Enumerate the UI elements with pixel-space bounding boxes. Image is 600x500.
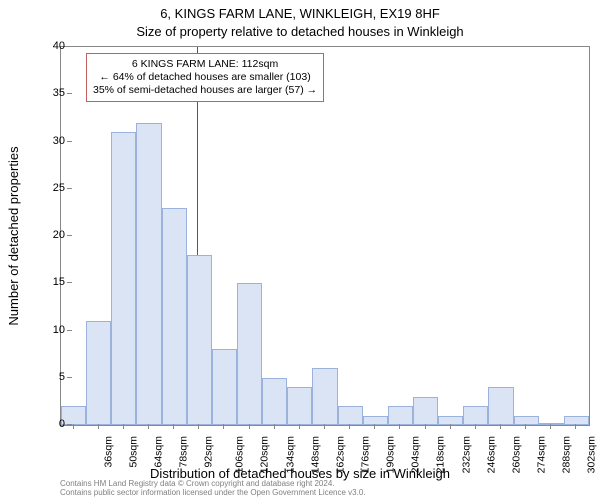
y-tick-label: 40 (35, 40, 65, 52)
plot-area: 6 KINGS FARM LANE: 112sqm ← 64% of detac… (60, 46, 590, 426)
histogram-bar (187, 255, 212, 425)
x-tick-mark (349, 424, 350, 429)
x-tick-mark (274, 424, 275, 429)
chart-title-line2: Size of property relative to detached ho… (0, 24, 600, 39)
x-tick-label: 92sqm (203, 436, 215, 468)
annotation-line1: 6 KINGS FARM LANE: 112sqm (93, 58, 317, 71)
x-tick-label: 246sqm (485, 436, 497, 473)
histogram-bar (262, 378, 287, 425)
annotation-line3: 35% of semi-detached houses are larger (… (93, 84, 317, 97)
x-tick-label: 50sqm (127, 436, 139, 468)
y-tick-label: 15 (35, 276, 65, 288)
x-tick-mark (98, 424, 99, 429)
x-tick-mark (500, 424, 501, 429)
histogram-bar (488, 387, 513, 425)
histogram-bar (212, 349, 237, 425)
x-tick-label: 120sqm (259, 436, 271, 473)
x-tick-label: 302sqm (586, 436, 598, 473)
histogram-bar (237, 283, 262, 425)
annotation-line2: ← 64% of detached houses are smaller (10… (93, 71, 317, 84)
histogram-bar (86, 321, 111, 425)
y-tick-label: 30 (35, 135, 65, 147)
y-axis-label: Number of detached properties (6, 146, 21, 325)
x-tick-label: 204sqm (410, 436, 422, 473)
y-tick-label: 20 (35, 229, 65, 241)
x-tick-label: 134sqm (284, 436, 296, 473)
x-tick-mark (475, 424, 476, 429)
y-tick-label: 5 (35, 371, 65, 383)
histogram-bar (162, 208, 187, 425)
histogram-bar (338, 406, 363, 425)
x-tick-mark (223, 424, 224, 429)
histogram-bar (388, 406, 413, 425)
x-tick-mark (123, 424, 124, 429)
x-tick-mark (425, 424, 426, 429)
histogram-bar (136, 123, 161, 425)
footer-attribution: Contains HM Land Registry data © Crown c… (60, 480, 590, 498)
x-tick-label: 36sqm (102, 436, 114, 468)
x-tick-label: 106sqm (234, 436, 246, 473)
footer-line2: Contains public sector information licen… (60, 489, 590, 498)
x-tick-mark (399, 424, 400, 429)
x-tick-mark (575, 424, 576, 429)
x-tick-label: 64sqm (152, 436, 164, 468)
x-tick-label: 232sqm (460, 436, 472, 473)
x-tick-label: 176sqm (359, 436, 371, 473)
x-tick-label: 218sqm (435, 436, 447, 473)
x-tick-label: 288sqm (561, 436, 573, 473)
x-tick-mark (173, 424, 174, 429)
chart-title-line1: 6, KINGS FARM LANE, WINKLEIGH, EX19 8HF (0, 6, 600, 21)
histogram-bar (463, 406, 488, 425)
x-tick-mark (73, 424, 74, 429)
y-tick-label: 10 (35, 324, 65, 336)
x-tick-mark (525, 424, 526, 429)
x-tick-label: 274sqm (535, 436, 547, 473)
histogram-bar (312, 368, 337, 425)
y-tick-label: 25 (35, 182, 65, 194)
histogram-bar (111, 132, 136, 425)
histogram-bar (438, 416, 463, 425)
x-tick-mark (324, 424, 325, 429)
x-tick-mark (198, 424, 199, 429)
x-tick-label: 148sqm (309, 436, 321, 473)
y-tick-label: 35 (35, 87, 65, 99)
x-tick-mark (249, 424, 250, 429)
x-tick-mark (550, 424, 551, 429)
x-tick-label: 162sqm (334, 436, 346, 473)
annotation-box: 6 KINGS FARM LANE: 112sqm ← 64% of detac… (86, 53, 324, 102)
x-tick-label: 190sqm (385, 436, 397, 473)
x-tick-label: 260sqm (510, 436, 522, 473)
y-tick-label: 0 (35, 418, 65, 430)
histogram-bar (287, 387, 312, 425)
x-tick-label: 78sqm (178, 436, 190, 468)
histogram-bar (413, 397, 438, 425)
x-tick-mark (148, 424, 149, 429)
x-tick-mark (299, 424, 300, 429)
x-tick-mark (374, 424, 375, 429)
x-tick-mark (450, 424, 451, 429)
